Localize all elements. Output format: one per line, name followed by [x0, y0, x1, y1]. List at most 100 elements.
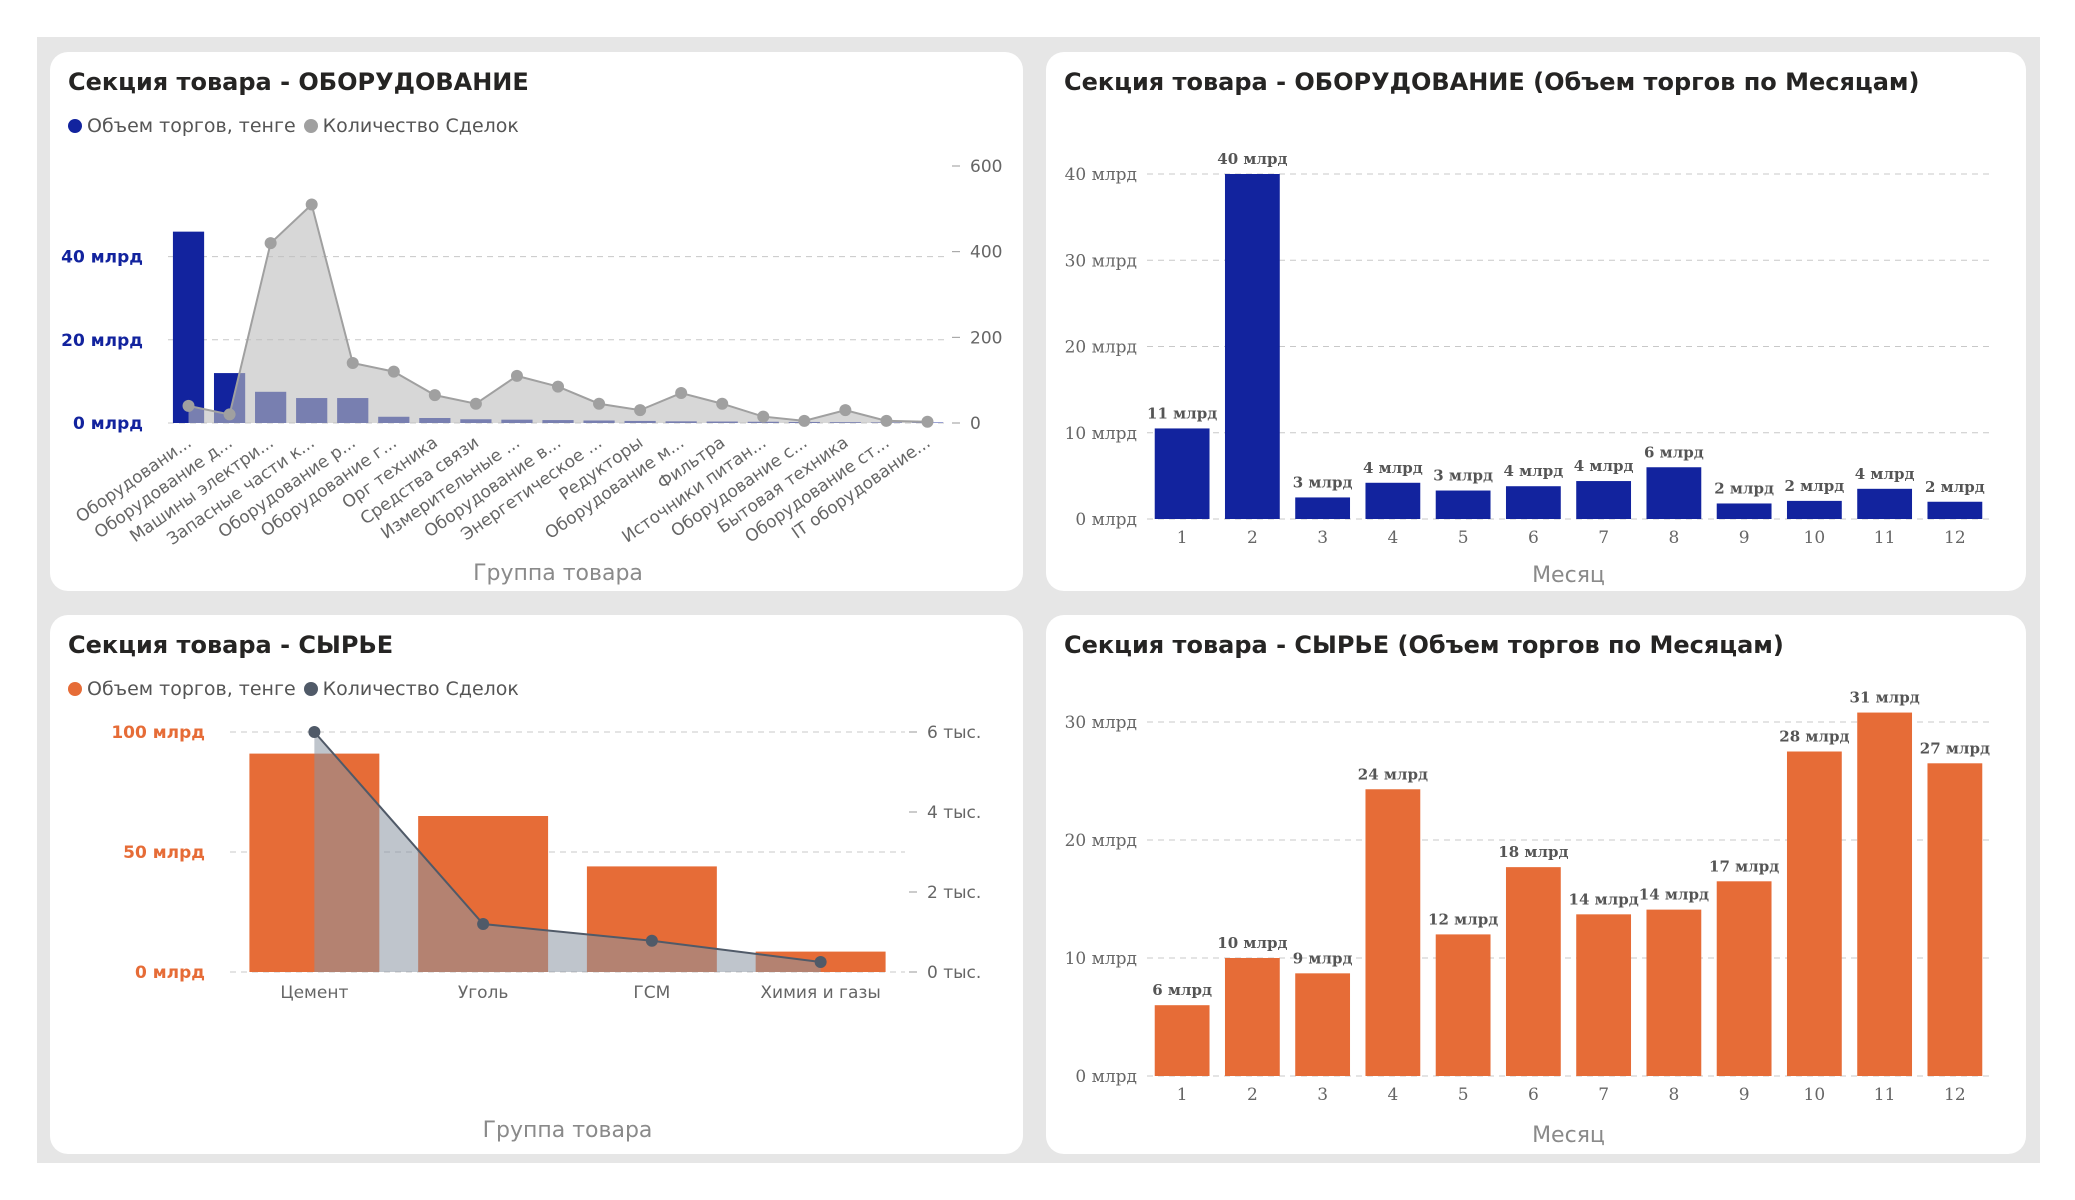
x-tick-label: 11 — [1874, 1085, 1896, 1105]
y2-tick-label: 6 тыс. — [927, 723, 981, 743]
legend-item-volume[interactable]: Объем торгов, тенге — [68, 115, 296, 137]
y-tick-label: 40 млрд — [61, 248, 143, 268]
bar — [1295, 497, 1351, 519]
x-tick-label: 10 — [1804, 1085, 1826, 1105]
x-tick-label: 1 — [1177, 528, 1188, 548]
bar — [1224, 958, 1280, 1076]
y-tick-label: 0 млрд — [135, 963, 205, 983]
x-axis-title: Месяц — [1532, 1123, 1605, 1148]
bar — [1786, 751, 1842, 1076]
legend[interactable]: Объем торгов, тенге Количество Сделок — [68, 115, 527, 137]
data-point — [552, 380, 564, 393]
x-tick-label: 10 — [1804, 528, 1826, 548]
x-tick-label: 7 — [1598, 528, 1609, 548]
data-point — [921, 415, 934, 428]
x-tick-label: 1 — [1177, 1085, 1188, 1105]
x-tick-label: 7 — [1598, 1085, 1609, 1105]
x-tick-label: 12 — [1944, 528, 1966, 548]
data-label: 4 млрд — [1503, 462, 1563, 480]
bar — [1927, 501, 1983, 519]
bar — [1365, 789, 1421, 1076]
x-tick-label: 4 — [1387, 528, 1398, 548]
data-point — [839, 404, 852, 417]
x-tick-label: 5 — [1458, 1085, 1469, 1105]
x-tick-label: ГСМ — [633, 983, 670, 1003]
data-label: 11 млрд — [1147, 404, 1217, 422]
data-point — [757, 410, 770, 423]
y-tick-label: 0 млрд — [1075, 1067, 1137, 1087]
panel-raw-months[interactable]: Секция товара - СЫРЬЕ (Объем торгов по М… — [1046, 615, 2026, 1154]
data-label: 40 млрд — [1217, 150, 1287, 168]
data-label: 10 млрд — [1217, 934, 1287, 952]
x-tick-label: 3 — [1317, 528, 1328, 548]
bar — [1435, 934, 1491, 1076]
bar — [1857, 488, 1913, 519]
y-tick-label: 0 млрд — [73, 414, 143, 434]
y2-tick-label: 0 — [970, 414, 981, 434]
data-label: 14 млрд — [1569, 890, 1639, 908]
bar — [1786, 500, 1842, 519]
legend[interactable]: Объем торгов, тенге Количество Сделок — [68, 678, 527, 700]
x-tick-label: 2 — [1247, 1085, 1258, 1105]
panel-title: Секция товара - ОБОРУДОВАНИЕ (Объем торг… — [1064, 68, 1920, 96]
bar — [1646, 909, 1702, 1076]
x-tick-label: 8 — [1668, 528, 1679, 548]
y-tick-label: 30 млрд — [1065, 713, 1137, 733]
y2-tick-label: 600 — [970, 157, 1002, 177]
data-label: 3 млрд — [1433, 467, 1493, 485]
panel-raw-groups[interactable]: Секция товара - СЫРЬЕ Объем торгов, тенг… — [50, 615, 1023, 1154]
x-tick-label: 8 — [1668, 1085, 1679, 1105]
y-tick-label: 100 млрд — [111, 723, 205, 743]
bar — [1154, 428, 1210, 519]
data-label: 9 млрд — [1293, 949, 1353, 967]
data-label: 28 млрд — [1779, 728, 1849, 746]
data-label: 6 млрд — [1644, 443, 1704, 461]
bar — [172, 231, 205, 423]
x-tick-label: 3 — [1317, 1085, 1328, 1105]
data-label: 27 млрд — [1920, 739, 1990, 757]
data-point — [264, 237, 277, 250]
x-tick-label: 11 — [1874, 528, 1896, 548]
x-tick-label: Цемент — [280, 983, 348, 1003]
bar — [1927, 763, 1983, 1076]
y-tick-label: 20 млрд — [1065, 338, 1137, 358]
legend-item-deals[interactable]: Количество Сделок — [303, 678, 519, 700]
bar — [1505, 867, 1561, 1076]
data-label: 6 млрд — [1152, 981, 1212, 999]
chart-equipment-months: 0 млрд 10 млрд 20 млрд 30 млрд 40 млрд 11 млр… — [1065, 150, 1990, 588]
data-point — [182, 399, 195, 412]
data-point — [308, 726, 321, 738]
data-label: 4 млрд — [1855, 465, 1915, 483]
data-point — [798, 414, 811, 427]
x-tick-label: 9 — [1739, 528, 1750, 548]
data-point — [645, 934, 658, 947]
bar — [1716, 881, 1772, 1076]
data-point — [814, 956, 827, 968]
data-point — [510, 369, 523, 382]
y2-tick-label: 400 — [970, 243, 1002, 263]
legend-label: Количество Сделок — [322, 678, 519, 700]
data-point — [469, 397, 482, 410]
y-tick-label: 10 млрд — [1065, 424, 1137, 444]
data-label: 18 млрд — [1498, 843, 1568, 861]
data-point — [593, 397, 606, 410]
x-tick-label: 2 — [1247, 528, 1258, 548]
data-label: 17 млрд — [1709, 857, 1779, 875]
panel-title: Секция товара - СЫРЬЕ (Объем торгов по М… — [1064, 631, 1784, 659]
x-axis-title: Месяц — [1532, 563, 1605, 588]
y-tick-label: 0 млрд — [1075, 510, 1137, 530]
legend-item-deals[interactable]: Количество Сделок — [303, 115, 519, 137]
panel-equipment-groups[interactable]: Секция товара - ОБОРУДОВАНИЕ Объем торго… — [50, 52, 1023, 591]
legend-label: Количество Сделок — [322, 115, 519, 137]
data-label: 2 млрд — [1784, 477, 1844, 495]
legend-item-volume[interactable]: Объем торгов, тенге — [68, 678, 296, 700]
bar — [1576, 481, 1632, 519]
panel-equipment-months[interactable]: Секция товара - ОБОРУДОВАНИЕ (Объем торг… — [1046, 52, 2026, 591]
data-label: 12 млрд — [1428, 910, 1498, 928]
series-line — [313, 731, 821, 963]
legend-label: Объем торгов, тенге — [87, 115, 296, 137]
data-point — [346, 357, 359, 370]
y-tick-label: 40 млрд — [1065, 165, 1137, 185]
x-tick-label: 6 — [1528, 528, 1539, 548]
